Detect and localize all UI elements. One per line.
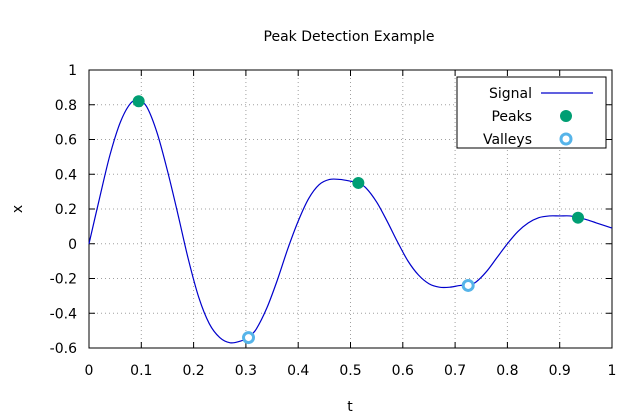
x-tick-label: 0.2: [182, 363, 204, 379]
valley-marker: [242, 331, 256, 345]
y-tick-label: 0.8: [55, 98, 77, 114]
valley-marker: [461, 278, 475, 292]
legend-swatch-peaks: [560, 110, 572, 122]
x-tick-label: 0.1: [130, 363, 152, 379]
y-tick-label: 0.2: [55, 202, 77, 218]
legend-box: [456, 76, 607, 149]
peak-marker: [572, 211, 585, 224]
y-tick-label: 0.4: [55, 167, 77, 183]
x-tick-label: 0: [85, 363, 94, 379]
x-tick-label: 0.3: [235, 363, 257, 379]
x-tick-label: 0.8: [496, 363, 518, 379]
legend: Signal Peaks Valleys: [456, 76, 607, 149]
legend-label: Signal: [489, 86, 532, 102]
x-tick-label: 0.4: [287, 363, 309, 379]
y-tick-label: -0.4: [50, 306, 77, 322]
y-axis-label: x: [10, 205, 26, 213]
y-tick-label: -0.6: [50, 341, 77, 357]
x-axis-label: t: [347, 399, 353, 415]
y-tick-label: 0.6: [55, 133, 77, 149]
axis-ticks: 0 0.1 0.2 0.3 0.4 0.5 0.6 0.7 0.8 0.9 1 -0.6 -0.4 -0.…: [50, 63, 617, 379]
x-tick-label: 0.7: [444, 363, 466, 379]
x-tick-label: 0.9: [549, 363, 571, 379]
peak-marker: [352, 176, 365, 189]
y-tick-label: -0.2: [50, 272, 77, 288]
chart-title: Peak Detection Example: [264, 29, 435, 45]
peak-marker: [132, 95, 145, 108]
legend-swatch-valleys: [559, 132, 573, 146]
series-layer: [88, 95, 613, 345]
x-tick-label: 1: [608, 363, 617, 379]
signal-line: [88, 100, 613, 344]
x-tick-label: 0.5: [339, 363, 361, 379]
legend-label: Peaks: [491, 109, 532, 125]
y-tick-label: 0: [68, 237, 77, 253]
x-tick-label: 0.6: [392, 363, 414, 379]
y-tick-label: 1: [68, 63, 77, 79]
legend-label: Valleys: [483, 132, 532, 148]
